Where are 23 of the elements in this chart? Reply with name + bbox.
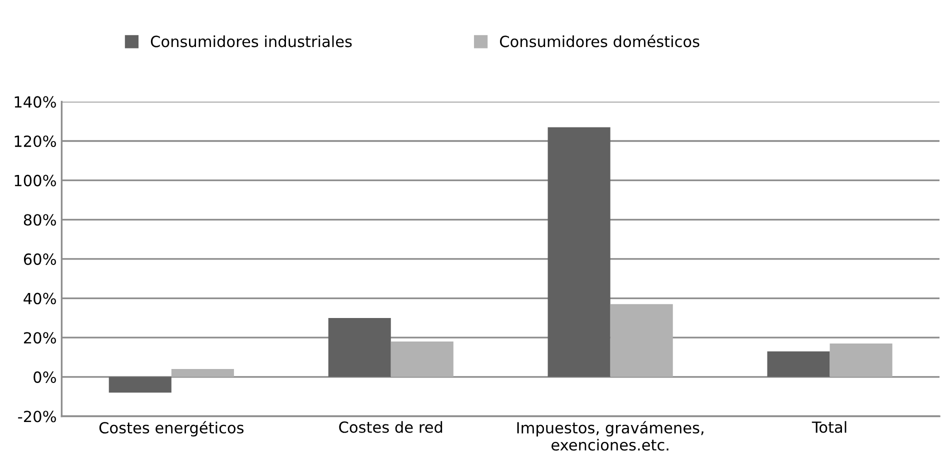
bar [390,342,454,377]
bar [830,344,892,377]
bar [610,304,673,377]
legend-label: Consumidores industriales [150,35,352,48]
y-tick-label: 140% [14,96,56,108]
y-tick-label: 0% [34,371,56,383]
legend-label: Consumidores domésticos [500,34,700,48]
y-tick-label: 20% [24,332,56,344]
y-tick-label: -20% [18,410,56,422]
bar [108,376,172,393]
y-tick-label: 60% [24,253,56,265]
y-tick-label: 40% [24,292,56,304]
bar [328,318,391,377]
bar [767,351,830,377]
bar [548,127,610,377]
x-tick-label: Costes de red [339,421,442,433]
y-tick-label: 80% [24,214,56,226]
bar [171,369,234,377]
x-tick-label: Impuestos, gravámenes, exenciones.etc. [517,421,704,451]
y-tick-label: 100% [14,174,56,186]
y-tick-label: 120% [14,135,56,148]
x-tick-label: Total [812,421,846,433]
x-tick-label: Costes energéticos [99,421,244,436]
